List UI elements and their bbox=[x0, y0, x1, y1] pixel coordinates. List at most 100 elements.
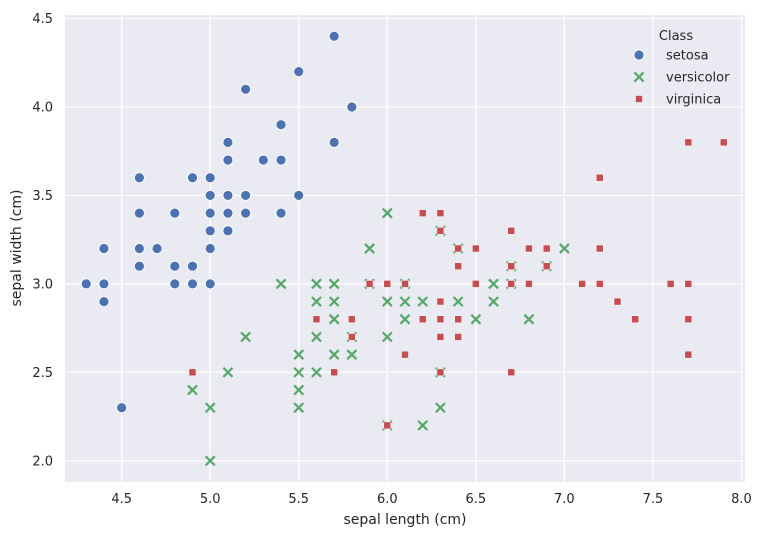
setosa-point bbox=[275, 207, 287, 219]
versicolor-point bbox=[523, 313, 535, 325]
versicolor-point bbox=[488, 296, 499, 307]
y-tick-label: 2.0 bbox=[32, 454, 53, 469]
versicolor-point bbox=[293, 349, 305, 360]
virginica-point bbox=[613, 297, 622, 306]
versicolor-point bbox=[417, 296, 429, 307]
setosa-point bbox=[98, 243, 110, 254]
y-tick-label: 4.5 bbox=[32, 12, 53, 27]
versicolor-point bbox=[346, 349, 358, 360]
versicolor-point bbox=[559, 243, 570, 254]
virginica-point bbox=[401, 350, 409, 359]
setosa-point bbox=[204, 207, 216, 219]
virginica-point bbox=[383, 280, 392, 288]
versicolor-point bbox=[293, 366, 305, 378]
virginica-point bbox=[507, 368, 515, 377]
virginica-point bbox=[525, 244, 533, 253]
virginica-point bbox=[312, 315, 321, 324]
setosa-point bbox=[187, 172, 198, 184]
legend-label-setosa: setosa bbox=[666, 49, 709, 64]
x-tick-label: 5.5 bbox=[288, 492, 309, 507]
virginica-point bbox=[596, 173, 604, 182]
virginica-point bbox=[666, 280, 675, 288]
virginica-point bbox=[472, 244, 480, 253]
y-tick-label: 3.0 bbox=[32, 277, 53, 292]
x-tick-label: 7.0 bbox=[554, 492, 575, 507]
setosa-point bbox=[204, 172, 216, 184]
setosa-point bbox=[346, 101, 358, 113]
versicolor-point bbox=[275, 278, 287, 290]
setosa-point bbox=[169, 260, 181, 272]
y-tick-labels: 2.0 2.5 3.0 3.5 4.0 4.5 bbox=[32, 12, 53, 469]
setosa-point bbox=[98, 296, 110, 307]
versicolor-point bbox=[328, 278, 340, 290]
x-tick-label: 6.0 bbox=[377, 492, 398, 507]
setosa-point bbox=[169, 207, 181, 219]
virginica-point bbox=[454, 315, 462, 324]
setosa-point bbox=[133, 207, 145, 219]
x-tick-label: 4.5 bbox=[111, 492, 132, 507]
x-tick-label: 7.5 bbox=[643, 492, 664, 507]
virginica-point bbox=[330, 368, 338, 377]
versicolor-point bbox=[293, 402, 305, 414]
versicolor-point bbox=[311, 278, 322, 290]
setosa-point bbox=[222, 154, 234, 166]
legend-marker-setosa bbox=[633, 49, 645, 61]
versicolor-point bbox=[488, 278, 499, 290]
virginica-point bbox=[507, 227, 515, 235]
virginica-point bbox=[418, 209, 427, 217]
setosa-point bbox=[293, 190, 305, 201]
setosa-point bbox=[187, 278, 198, 290]
virginica-point bbox=[596, 244, 604, 253]
versicolor-point bbox=[328, 313, 340, 325]
versicolor-point bbox=[311, 296, 322, 307]
virginica-point bbox=[365, 280, 374, 288]
legend-marker-virginica bbox=[635, 95, 643, 103]
versicolor-point bbox=[293, 384, 305, 396]
virginica-point bbox=[684, 138, 693, 147]
setosa-point bbox=[133, 243, 145, 254]
versicolor-point bbox=[452, 296, 464, 307]
setosa-point bbox=[98, 278, 110, 290]
setosa-point bbox=[187, 260, 198, 272]
virginica-point bbox=[631, 315, 639, 324]
versicolor-point bbox=[222, 366, 234, 378]
virginica-point bbox=[684, 350, 693, 359]
setosa-point bbox=[222, 136, 234, 148]
versicolor-point bbox=[328, 349, 340, 360]
versicolor-point bbox=[204, 455, 216, 467]
setosa-point bbox=[275, 154, 287, 166]
versicolor-point bbox=[470, 313, 482, 325]
setosa-point bbox=[257, 154, 269, 166]
virginica-point bbox=[684, 280, 693, 288]
virginica-point bbox=[472, 280, 480, 288]
versicolor-point bbox=[435, 402, 446, 414]
versicolor-point bbox=[328, 296, 340, 307]
virginica-point bbox=[454, 333, 462, 341]
data-points bbox=[80, 30, 728, 467]
versicolor-point bbox=[204, 402, 216, 414]
setosa-point bbox=[240, 190, 252, 201]
setosa-point bbox=[240, 207, 252, 219]
setosa-point bbox=[169, 278, 181, 290]
virginica-point bbox=[436, 368, 445, 377]
virginica-point bbox=[507, 262, 515, 270]
virginica-point bbox=[720, 138, 728, 147]
series-virginica bbox=[188, 138, 728, 430]
legend-title: Class bbox=[659, 29, 693, 44]
virginica-point bbox=[525, 280, 533, 288]
virginica-point bbox=[542, 244, 551, 253]
legend-marker-versicolor bbox=[633, 71, 645, 83]
virginica-point bbox=[507, 280, 515, 288]
virginica-point bbox=[348, 333, 356, 341]
virginica-point bbox=[436, 297, 445, 306]
virginica-point bbox=[436, 209, 445, 217]
virginica-point bbox=[542, 262, 551, 270]
setosa-point bbox=[328, 30, 340, 42]
virginica-point bbox=[454, 262, 462, 270]
virginica-point bbox=[684, 315, 693, 324]
setosa-point bbox=[151, 243, 163, 254]
setosa-point bbox=[222, 207, 234, 219]
y-axis-label: sepal width (cm) bbox=[9, 189, 25, 306]
y-tick-label: 4.0 bbox=[32, 100, 53, 115]
